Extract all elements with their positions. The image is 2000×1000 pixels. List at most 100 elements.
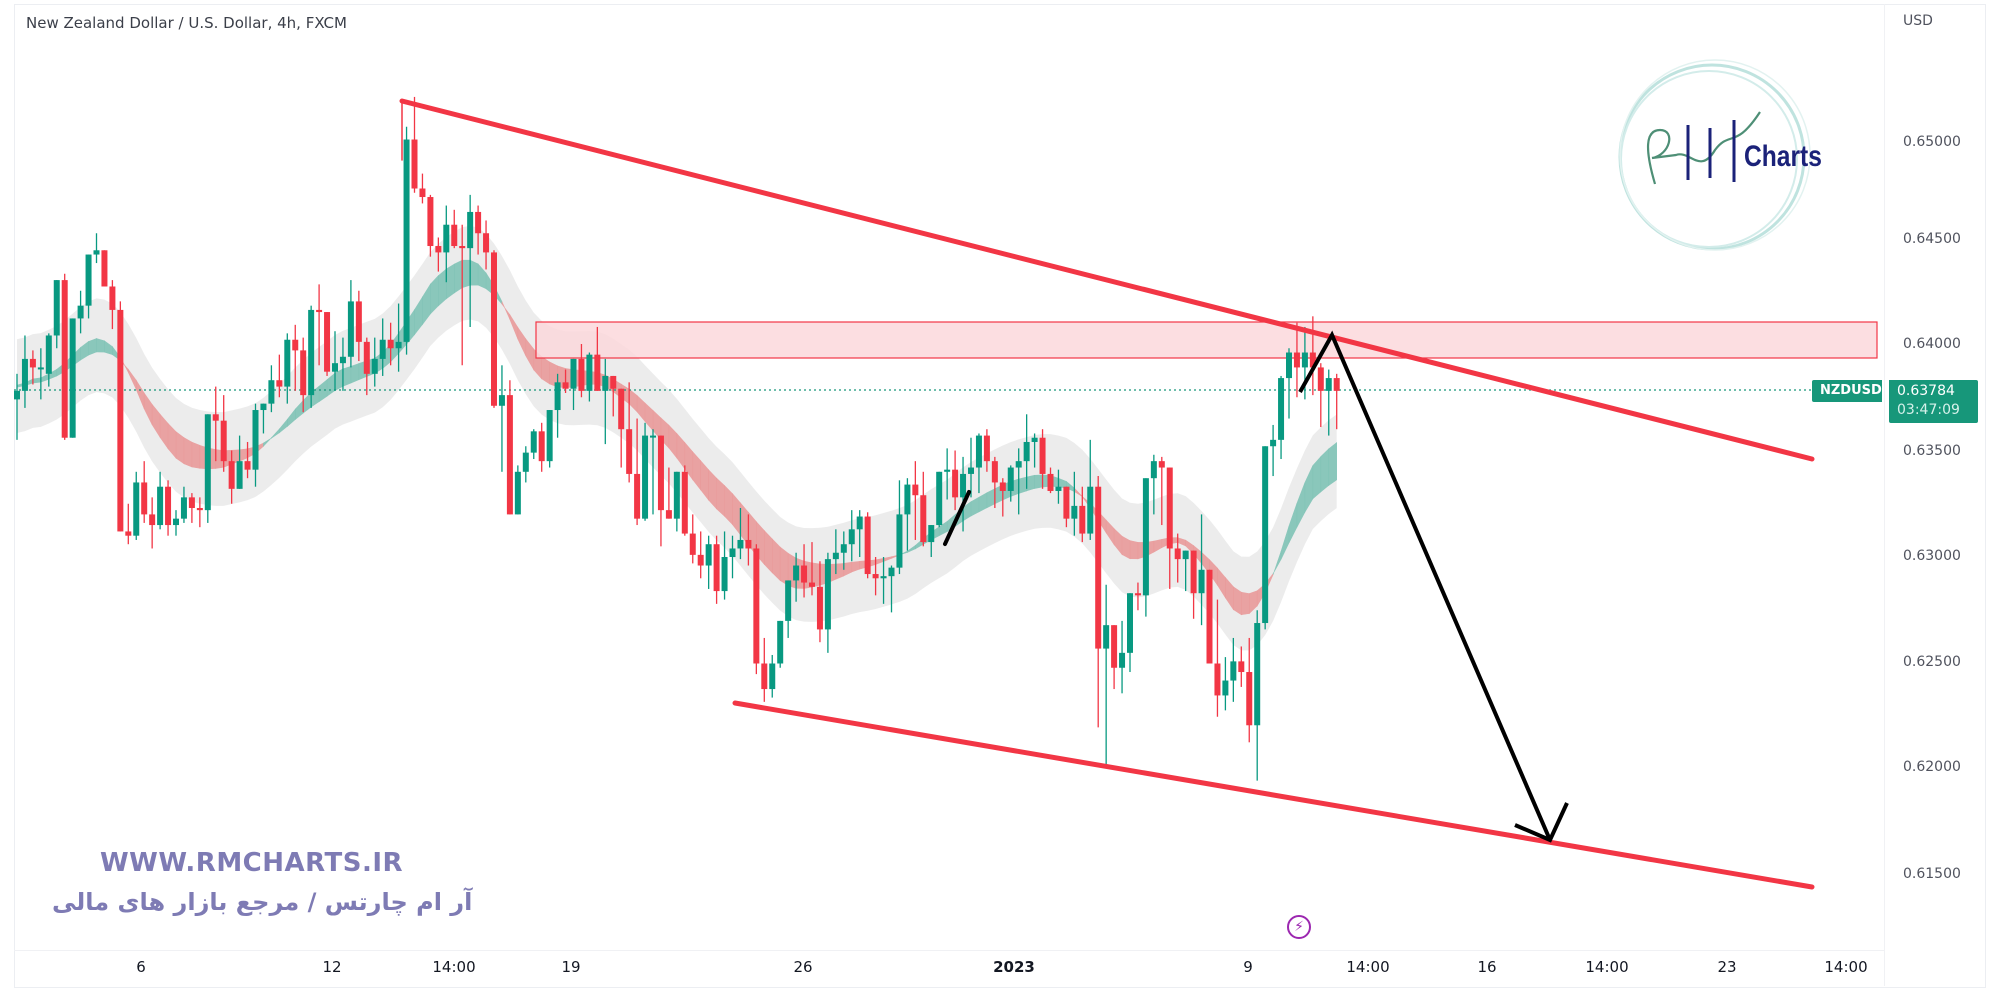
time-tick: 23 <box>1717 958 1737 976</box>
candle-body <box>1150 461 1157 479</box>
candle-body <box>761 663 768 690</box>
candle-body <box>101 250 108 287</box>
candle-body <box>801 565 808 583</box>
candle-body <box>586 354 593 391</box>
candle-body <box>1238 661 1245 673</box>
candle-body <box>705 544 712 566</box>
ma-ribbon-segment <box>175 431 185 465</box>
candle-body <box>467 211 474 249</box>
candle-body <box>45 335 52 374</box>
candle-body <box>1039 437 1046 474</box>
time-tick: 9 <box>1243 958 1253 976</box>
candle-body <box>809 582 815 587</box>
candle-body <box>1230 661 1237 681</box>
symbol-tag: NZDUSD <box>1812 380 1882 402</box>
time-tick: 26 <box>793 958 813 976</box>
logo-text: Charts <box>1744 140 1822 173</box>
candle-body <box>300 350 307 396</box>
candle-body <box>650 435 656 438</box>
candle-body <box>777 620 784 664</box>
candle-body <box>204 414 211 511</box>
candle-body <box>928 525 935 543</box>
candle-body <box>1190 550 1197 594</box>
ma-ribbon-segment <box>183 437 193 468</box>
ma-ribbon-segment <box>779 546 789 587</box>
candle-body <box>832 552 839 560</box>
candle-body <box>196 508 203 511</box>
candle-body <box>1222 680 1229 696</box>
ma-ribbon-segment <box>191 441 201 469</box>
candle-body <box>1325 378 1332 391</box>
candle-body <box>268 380 275 404</box>
candle-body <box>459 246 466 249</box>
candle-body <box>1119 652 1126 668</box>
candle-body <box>920 495 927 543</box>
candle-body <box>443 224 450 253</box>
ma-ribbon-segment <box>1320 448 1330 493</box>
lower-trendline[interactable] <box>732 700 1815 890</box>
candlestick-series <box>14 96 1340 781</box>
candle-body <box>1301 352 1308 368</box>
candle-body <box>856 516 863 530</box>
small-trend-line[interactable] <box>943 490 971 546</box>
candle-body <box>864 516 871 575</box>
ma-ribbon-segment <box>96 338 105 353</box>
candle-body <box>665 510 672 519</box>
price-tick: 0.65000 <box>1903 134 1961 150</box>
candle-body <box>85 254 92 306</box>
last-price-tag: 0.63784 03:47:09 <box>1889 380 1978 423</box>
arrowhead-icon <box>1514 802 1569 843</box>
ma-ribbon-segment <box>469 259 479 286</box>
price-axis[interactable] <box>1884 4 1985 986</box>
candle-body <box>1333 378 1340 391</box>
candle-body <box>904 484 911 515</box>
candle-body <box>1309 352 1316 368</box>
candle-body <box>960 473 967 498</box>
candle-body <box>212 414 219 421</box>
candle-body <box>141 482 148 515</box>
candle-body <box>634 473 641 519</box>
candle-body <box>1206 569 1213 664</box>
time-tick: 6 <box>136 958 146 976</box>
candle-body <box>824 559 831 630</box>
candle-body <box>848 529 855 545</box>
candle-body <box>260 403 267 411</box>
ma-ribbon-segment <box>1026 474 1035 492</box>
candle-body <box>975 435 982 468</box>
projection-arrow[interactable] <box>1298 330 1552 841</box>
candle-body <box>188 497 195 509</box>
time-tick: 16 <box>1477 958 1497 976</box>
ma-ribbon-segment <box>88 338 97 356</box>
ma-ribbon-segment <box>1129 540 1139 560</box>
candle-body <box>729 548 736 557</box>
candle-body <box>1134 593 1141 596</box>
candle-body <box>316 309 323 313</box>
candle-body <box>896 514 903 568</box>
candle-body <box>546 410 553 462</box>
candle-body <box>1182 550 1189 560</box>
price-tick: 0.64500 <box>1903 231 1961 247</box>
candle-body <box>697 554 704 566</box>
time-tick: 14:00 <box>1824 958 1868 976</box>
candle-body <box>37 367 44 370</box>
candle-body <box>61 280 68 438</box>
lightning-event-icon[interactable]: ⚡ <box>1287 915 1311 939</box>
candle-body <box>1047 473 1054 491</box>
candle-body <box>888 567 895 577</box>
candle-body <box>347 301 354 357</box>
drawings[interactable] <box>399 98 1815 890</box>
candle-body <box>180 497 187 519</box>
candle-body <box>689 533 696 555</box>
candle-body <box>77 305 84 319</box>
ma-ribbon-segment <box>32 377 42 384</box>
upper-trendline[interactable] <box>399 98 1815 462</box>
time-axis[interactable] <box>14 950 1884 987</box>
ma-ribbon-segment <box>446 263 455 300</box>
candle-body <box>427 197 434 247</box>
resistance-zone[interactable] <box>535 321 1878 359</box>
candle-body <box>403 139 410 342</box>
candle-body <box>244 461 251 470</box>
candle-body <box>29 358 36 368</box>
candle-body <box>840 544 847 553</box>
